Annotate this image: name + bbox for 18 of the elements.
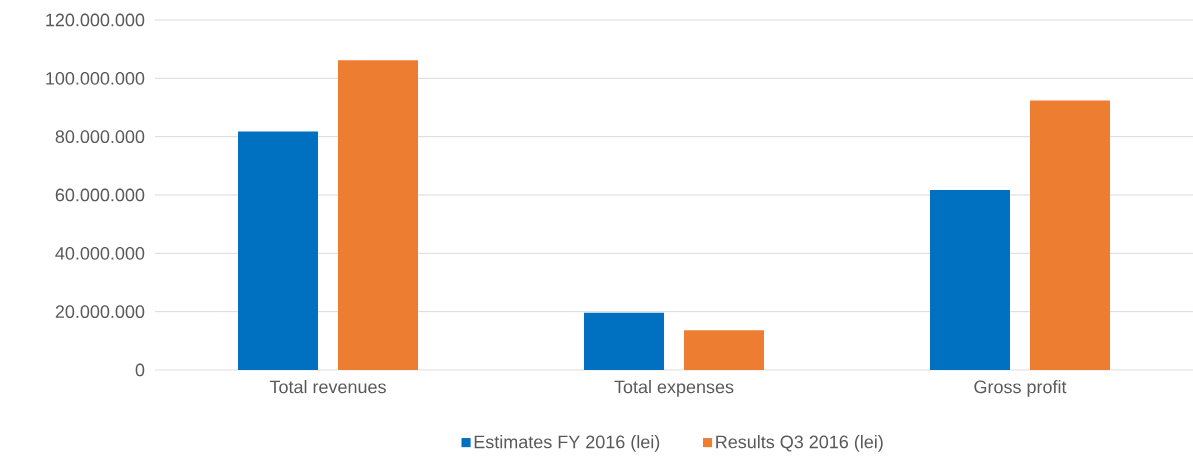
y-tick-label: 120.000.000 (46, 13, 145, 27)
x-tick-label: Gross profit (974, 380, 1067, 397)
y-tick-label: 0 (135, 363, 145, 377)
bar (338, 60, 419, 370)
y-tick-label: 40.000.000 (55, 246, 145, 260)
y-tick-label: 60.000.000 (55, 188, 145, 202)
legend-label: Estimates FY 2016 (lei) (474, 435, 660, 452)
x-tick-label: Total revenues (269, 380, 386, 394)
y-tick-label: 100.000.000 (46, 71, 145, 85)
bar (684, 330, 764, 370)
bar (1029, 100, 1110, 370)
x-tick-label: Total expenses (614, 380, 734, 397)
bar (929, 189, 1010, 370)
bar (238, 131, 319, 370)
bar (584, 312, 664, 370)
legend-label: Results Q3 2016 (lei) (716, 435, 883, 452)
y-tick-label: 80.000.000 (55, 130, 145, 144)
y-tick-label: 20.000.000 (55, 305, 145, 319)
